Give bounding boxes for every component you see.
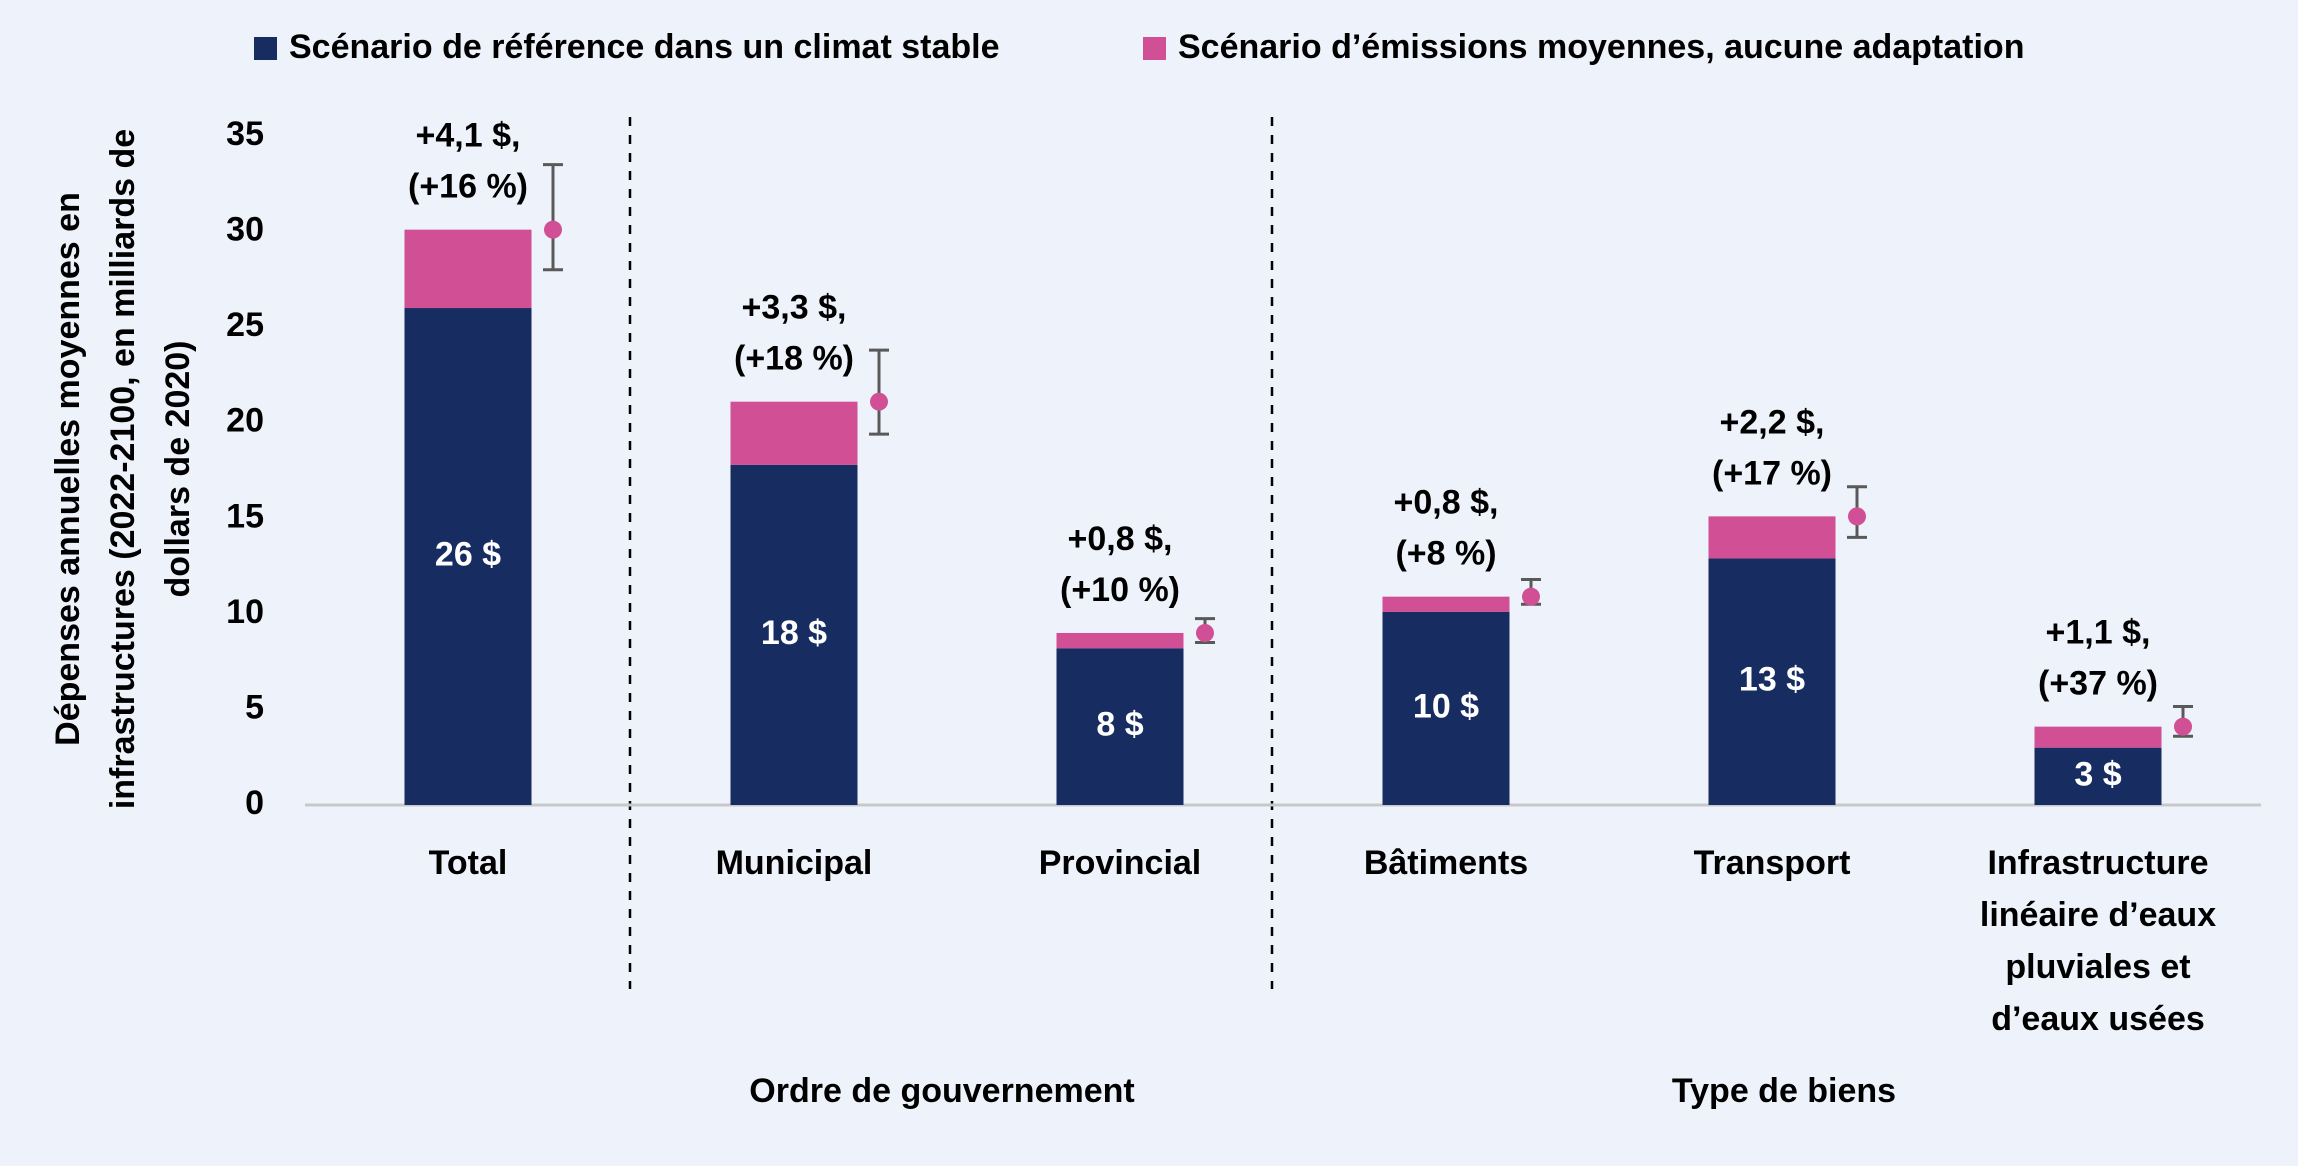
- increment-label: +2,2 $,: [1720, 403, 1825, 441]
- legend-label: Scénario d’émissions moyennes, aucune ad…: [1178, 28, 2024, 66]
- bar-segment: [404, 229, 532, 309]
- y-axis-title-line: dollars de 2020): [159, 340, 197, 597]
- bar-segment: [2034, 726, 2162, 748]
- bar-value-label: 26 $: [435, 535, 501, 573]
- bar-segment: [1708, 516, 1836, 559]
- total-point: [1848, 507, 1866, 526]
- bar-segment: [1056, 648, 1184, 805]
- increment-label: +0,8 $,: [1394, 484, 1499, 522]
- y-axis-title-line: Dépenses annuelles moyennes en: [49, 192, 87, 746]
- total-point: [870, 392, 888, 411]
- increment-percent-label: (+10 %): [1060, 571, 1180, 609]
- bar-segment: [2034, 747, 2162, 805]
- y-tick-label: 15: [226, 497, 264, 535]
- x-tick-label: Transport: [1694, 844, 1851, 882]
- increment-percent-label: (+18 %): [734, 340, 854, 378]
- bar-value-label: 13 $: [1739, 661, 1805, 699]
- group-label: Type de biens: [1672, 1072, 1896, 1110]
- increment-percent-label: (+37 %): [2038, 665, 2158, 703]
- bar-value-label: 3 $: [2074, 755, 2121, 793]
- y-tick-label: 0: [245, 784, 264, 822]
- legend-swatch: [254, 37, 277, 60]
- y-tick-label: 30: [226, 211, 264, 249]
- total-point: [1522, 587, 1540, 606]
- legend-label: Scénario de référence dans un climat sta…: [289, 28, 1000, 66]
- x-tick-label: Bâtiments: [1364, 844, 1528, 882]
- y-tick-label: 10: [226, 593, 264, 631]
- increment-label: +0,8 $,: [1068, 520, 1173, 558]
- bar-value-label: 18 $: [761, 614, 827, 652]
- bar-value-label: 8 $: [1096, 706, 1143, 744]
- x-tick-label: Infrastructure linéaire d’eaux pluviales e…: [1980, 844, 2216, 1038]
- bar-value-label: 10 $: [1413, 687, 1479, 725]
- y-tick-label: 35: [226, 115, 264, 153]
- y-tick-label: 25: [226, 306, 264, 344]
- increment-percent-label: (+8 %): [1395, 535, 1496, 573]
- y-tick-label: 5: [245, 688, 264, 726]
- bar-segment: [1382, 611, 1510, 805]
- increment-percent-label: (+16 %): [408, 168, 528, 206]
- x-tick-label: Total: [429, 844, 508, 882]
- x-tick-label: Municipal: [716, 844, 873, 882]
- y-axis-title: Dépenses annuelles moyennes en infrastru…: [49, 129, 197, 809]
- total-point: [2174, 717, 2192, 736]
- legend-swatch: [1143, 37, 1166, 60]
- y-tick-label: 20: [226, 402, 264, 440]
- increment-label: +4,1 $,: [416, 117, 521, 155]
- total-point: [1196, 623, 1214, 642]
- x-tick-label: Provincial: [1039, 844, 1202, 882]
- bar-segment: [404, 308, 532, 805]
- increment-percent-label: (+17 %): [1712, 454, 1832, 492]
- bar-segment: [1708, 558, 1836, 805]
- bar-segment: [1382, 596, 1510, 612]
- increment-label: +3,3 $,: [742, 289, 847, 327]
- total-point: [544, 220, 562, 239]
- bar-segment: [730, 464, 858, 805]
- bar-segment: [1056, 632, 1184, 649]
- y-axis-title-line: infrastructures (2022-2100, en milliards…: [104, 129, 142, 809]
- bar-segment: [730, 401, 858, 465]
- increment-label: +1,1 $,: [2046, 614, 2151, 652]
- group-label: Ordre de gouvernement: [749, 1072, 1134, 1110]
